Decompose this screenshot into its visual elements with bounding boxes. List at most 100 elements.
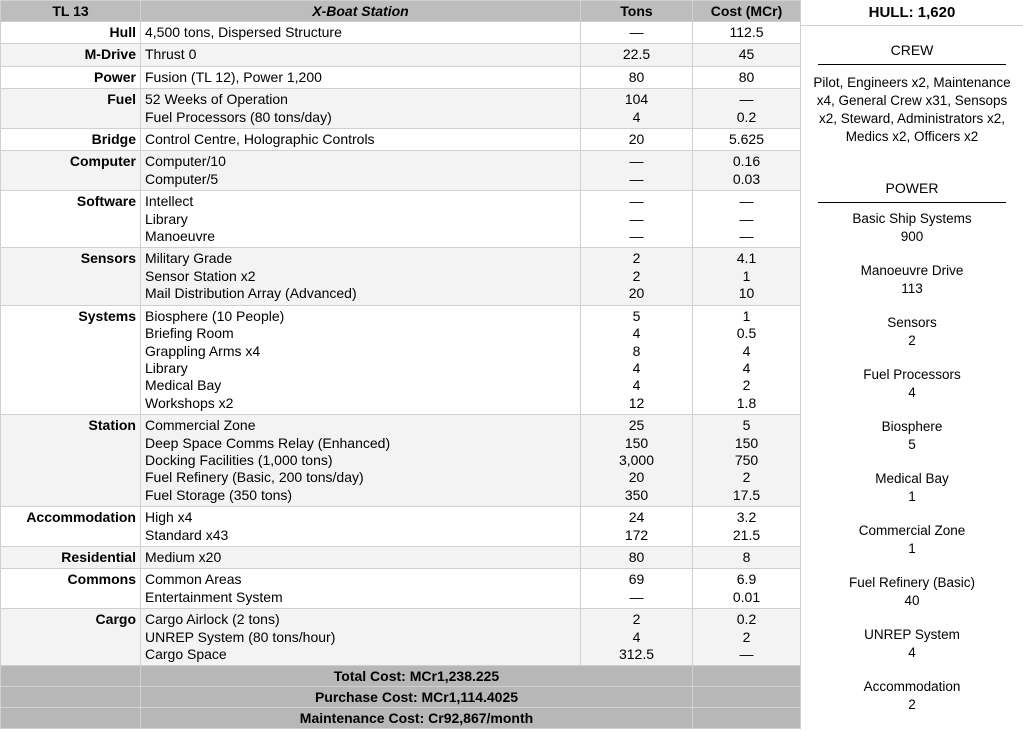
item-desc: Fusion (TL 12), Power 1,200: [145, 68, 322, 85]
item-cost: 17.5: [732, 486, 761, 503]
power-item: UNREP System 4: [801, 626, 1023, 678]
section-label: Fuel: [0, 88, 141, 130]
item-cost: 1: [742, 307, 751, 324]
item-cost: 10: [738, 285, 755, 302]
item-cost: 0.2: [736, 611, 757, 628]
tons-cell: — —: [580, 150, 693, 192]
item-desc: Common Areas: [145, 571, 242, 588]
power-item: Medical Bay 1: [801, 470, 1023, 522]
item-cost: 80: [738, 68, 755, 85]
item-cost: —: [739, 91, 754, 108]
section-label: Station: [0, 414, 141, 508]
power-value: 1: [908, 540, 916, 556]
section-row: Sensors Military Grade Sensor Station x2 Ma…: [0, 247, 801, 306]
item-desc: Library: [145, 359, 188, 376]
footer-text: Total Cost: MCr1,238.225: [140, 665, 693, 688]
item-tons: 22.5: [622, 46, 651, 63]
footer-blank: [0, 686, 141, 709]
item-cost: 0.16: [732, 153, 761, 170]
item-tons: 2: [632, 250, 641, 267]
hull-total: HULL: 1,620: [801, 0, 1023, 26]
cost-cell: —0.2: [692, 88, 801, 130]
footer-blank: [0, 707, 141, 730]
item-cost: 4.1: [736, 250, 757, 267]
power-name: Fuel Processors: [863, 367, 961, 382]
item-cost: 1.8: [736, 394, 757, 411]
item-desc: UNREP System (80 tons/hour): [145, 628, 336, 645]
section-row: Accommodation High x4 Standard x43 24 172 3.2…: [0, 506, 801, 547]
power-value: 5: [908, 436, 916, 452]
item-tons: —: [629, 193, 644, 210]
section-row: Bridge Control Centre, Holographic Contro…: [0, 128, 801, 152]
tons-cell: — — —: [580, 190, 693, 249]
power-item: Accommodation 2: [801, 678, 1023, 730]
item-desc: Computer/10: [145, 153, 226, 170]
power-list: Basic Ship Systems 900 Manoeuvre Drive 113 S…: [801, 203, 1023, 730]
power-item: Manoeuvre Drive 113: [801, 262, 1023, 314]
divider: [818, 64, 1006, 65]
item-desc: Workshops x2: [145, 394, 234, 411]
item-desc: Grappling Arms x4: [145, 342, 261, 359]
section-row: Station Commercial Zone Deep Space Comms R…: [0, 414, 801, 508]
item-tons: 4: [632, 108, 641, 125]
item-desc: 52 Weeks of Operation: [145, 91, 288, 108]
desc-cell: Biosphere (10 People) Briefing Room Grappl…: [140, 304, 581, 416]
tons-cell: 2 2 20: [580, 247, 693, 306]
item-tons: —: [629, 210, 644, 227]
ship-table: TL 13 X-Boat Station Tons Cost (MCr) Hull 4,5…: [0, 0, 801, 730]
power-item: Basic Ship Systems 900: [801, 210, 1023, 262]
item-tons: 4: [632, 325, 641, 342]
item-desc: High x4: [145, 509, 193, 526]
item-tons: 150: [624, 434, 649, 451]
item-cost: —: [739, 193, 754, 210]
title-cell: X-Boat Station: [140, 0, 581, 22]
crew-section: CREW Pilot, Engineers x2, Maintenance x4…: [801, 42, 1023, 146]
desc-cell: Control Centre, Holographic Controls: [140, 128, 581, 152]
tons-cell: 80: [580, 65, 693, 90]
item-desc: Standard x43: [145, 526, 229, 543]
item-desc: Sensor Station x2: [145, 267, 256, 284]
item-desc: 4,500 tons, Dispersed Structure: [145, 24, 342, 40]
item-cost: 5.625: [728, 131, 765, 148]
item-tons: 80: [628, 68, 645, 85]
power-name: Sensors: [887, 315, 937, 330]
item-cost: 2: [742, 469, 751, 486]
item-cost: —: [739, 210, 754, 227]
tons-cell: 22.5: [580, 43, 693, 67]
power-value: 4: [908, 644, 916, 660]
item-tons: —: [629, 228, 644, 245]
item-desc: Manoeuvre: [145, 228, 216, 245]
section-label: Power: [0, 65, 141, 90]
item-tons: 69: [628, 571, 645, 588]
power-item: Biosphere 5: [801, 418, 1023, 470]
desc-cell: Commercial Zone Deep Space Comms Relay (E…: [140, 414, 581, 508]
item-tons: —: [629, 170, 644, 187]
tons-cell: 2 4 312.5: [580, 608, 693, 667]
item-cost: 6.9: [736, 571, 757, 588]
tons-cell: 69—: [580, 568, 693, 610]
item-cost: 0.03: [732, 170, 761, 187]
item-desc: Fuel Storage (350 tons): [145, 486, 293, 503]
item-desc: Military Grade: [145, 250, 233, 267]
desc-cell: Intellect Library Manoeuvre: [140, 190, 581, 249]
item-cost: 112.5: [729, 24, 764, 40]
footer-blank: [692, 707, 801, 730]
item-desc: Cargo Space: [145, 646, 227, 662]
crew-list: Pilot, Engineers x2, Maintenance x4, Gen…: [813, 75, 1011, 144]
item-tons: 3,000: [618, 451, 655, 468]
desc-cell: 52 Weeks of Operation Fuel Processors (80…: [140, 88, 581, 130]
item-tons: 20: [628, 131, 645, 148]
crew-title: CREW: [890, 42, 934, 58]
header-row: TL 13 X-Boat Station Tons Cost (MCr): [0, 0, 801, 22]
footer-row: Maintenance Cost: Cr92,867/month: [0, 707, 801, 730]
desc-cell: Computer/10 Computer/5: [140, 150, 581, 192]
item-desc: Control Centre, Holographic Controls: [145, 131, 375, 148]
item-tons: 12: [628, 394, 645, 411]
desc-cell: Military Grade Sensor Station x2 Mail Dist…: [140, 247, 581, 306]
desc-cell: Cargo Airlock (2 tons) UNREP System (80 t…: [140, 608, 581, 667]
item-cost: 4: [742, 359, 751, 376]
item-desc: Fuel Processors (80 tons/day): [145, 108, 332, 125]
item-desc: Computer/5: [145, 170, 219, 187]
tons-cell: 80: [580, 545, 693, 570]
